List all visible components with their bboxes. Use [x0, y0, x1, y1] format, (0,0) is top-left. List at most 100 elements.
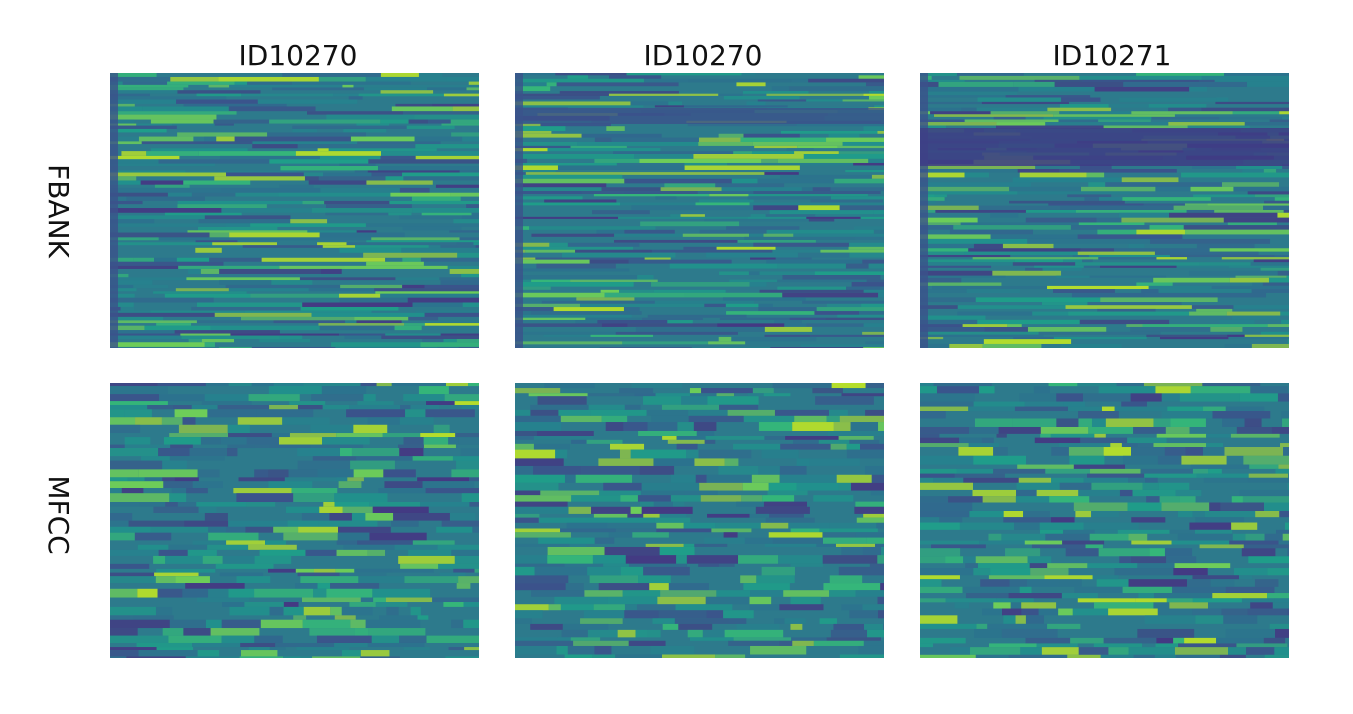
spectrogram-cell [629, 564, 687, 567]
spectrogram-cell [1119, 556, 1131, 563]
spectrogram-cell [815, 396, 874, 405]
spectrogram-cell [930, 111, 990, 114]
spectrogram-cell [531, 590, 584, 597]
spectrogram-cell [812, 388, 843, 393]
spectrogram-cell [447, 77, 479, 82]
spectrogram-cell [228, 425, 250, 433]
spectrogram-cell [357, 401, 393, 405]
spectrogram-cell [222, 602, 244, 607]
spectrogram-cell [699, 199, 754, 202]
spectrogram-cell [177, 132, 267, 136]
spectrogram-cell [863, 514, 884, 518]
spectrogram-cell [540, 491, 599, 496]
spectrogram-cell [968, 407, 1015, 411]
spectrogram-cell [310, 425, 353, 433]
spectrogram-cell [1255, 579, 1279, 587]
spectrogram-cell [639, 159, 761, 163]
spectrogram-cell [1143, 483, 1159, 490]
spectrogram-cell [976, 624, 987, 629]
spectrogram-cell [1089, 255, 1170, 257]
spectrogram-cell [619, 290, 654, 293]
spectrogram-cell [307, 111, 403, 114]
spectrogram-cell [831, 630, 867, 637]
spectrogram-cell [515, 341, 622, 344]
spectrogram-cell [623, 590, 660, 597]
spectrogram-cell [175, 477, 199, 481]
spectrogram-cell [717, 247, 776, 250]
spectrogram-cell [343, 507, 373, 513]
spectrogram-cell [214, 120, 270, 124]
spectrogram-cell [419, 386, 449, 394]
spectrogram-cell [920, 316, 985, 320]
spectrogram-cell [920, 402, 974, 407]
spectrogram-cell [324, 201, 389, 204]
spectrogram-cell [356, 124, 389, 126]
spectrogram-cell [438, 347, 459, 348]
spectrogram-cell [822, 532, 855, 537]
spectrogram-cell [603, 564, 629, 567]
spectrogram-cell [831, 444, 847, 450]
spectrogram-cell [969, 427, 999, 434]
spectrogram-cell [920, 517, 939, 522]
spectrogram-cell [920, 87, 1019, 92]
spectrogram-cell [920, 320, 977, 324]
spectrogram-cell [694, 544, 727, 547]
spectrogram-cell [857, 518, 884, 523]
spectrogram-cell [256, 409, 313, 417]
spectrogram-cell [814, 641, 864, 646]
spectrogram-cell [1215, 102, 1289, 104]
spectrogram-cell [580, 304, 704, 307]
spectrogram-cell [963, 556, 976, 563]
spectrogram-cell [774, 618, 784, 624]
spectrogram-cell [847, 444, 860, 450]
spectrogram-cell [1066, 305, 1192, 309]
spectrogram-cell [756, 507, 810, 514]
spectrogram-cell [1242, 548, 1276, 556]
spectrogram-cell [715, 183, 784, 187]
spectrogram-cell [1287, 276, 1289, 278]
spectrogram-cell [413, 540, 455, 544]
spectrogram-cell [736, 82, 765, 86]
spectrogram-cell [655, 196, 676, 199]
spectrogram-cell [453, 569, 474, 573]
spectrogram-cell [1232, 316, 1280, 320]
spectrogram-cell [866, 383, 884, 388]
spectrogram-cell [580, 618, 623, 624]
spectrogram-cell [110, 233, 210, 238]
spectrogram-cell [1224, 73, 1289, 76]
spectrogram-cell [1095, 530, 1118, 534]
spectrogram-cell [874, 210, 884, 214]
spectrogram-cell [1173, 638, 1184, 644]
spectrogram-cell [110, 115, 216, 120]
spectrogram-cell [110, 461, 162, 470]
spectrogram-cell [124, 409, 151, 417]
spectrogram-cell [612, 138, 699, 142]
spectrogram-cell [405, 409, 425, 417]
spectrogram-cell [110, 85, 188, 88]
spectrogram-cell [177, 258, 209, 262]
spectrogram-cell [326, 115, 414, 120]
spectrogram-cell [383, 433, 421, 437]
spectrogram-cell [1155, 187, 1190, 191]
spectrogram-cell [1025, 402, 1063, 407]
spectrogram-cell [365, 513, 393, 521]
spectrogram-cell [408, 298, 479, 303]
spectrogram-cell [203, 556, 223, 564]
spectrogram-cell [139, 502, 165, 507]
spectrogram-cell [1020, 647, 1042, 655]
spectrogram-cell [920, 122, 997, 125]
spectrogram-cell [1264, 201, 1289, 204]
spectrogram-cell [1026, 117, 1044, 120]
spectrogram-cell [515, 323, 602, 327]
spectrogram-cell [1276, 530, 1289, 534]
spectrogram-cell [851, 422, 878, 431]
spectrogram-cell [395, 326, 422, 330]
spectrogram-cell [403, 394, 444, 401]
spectrogram-cell [1090, 469, 1140, 474]
spectrogram-cell [542, 301, 655, 304]
spectrogram-cell [1170, 530, 1195, 534]
spectrogram-cell [582, 191, 624, 194]
spectrogram-cell [432, 598, 479, 602]
spectrogram-cell [241, 650, 277, 656]
spectrogram-cell [809, 219, 834, 222]
